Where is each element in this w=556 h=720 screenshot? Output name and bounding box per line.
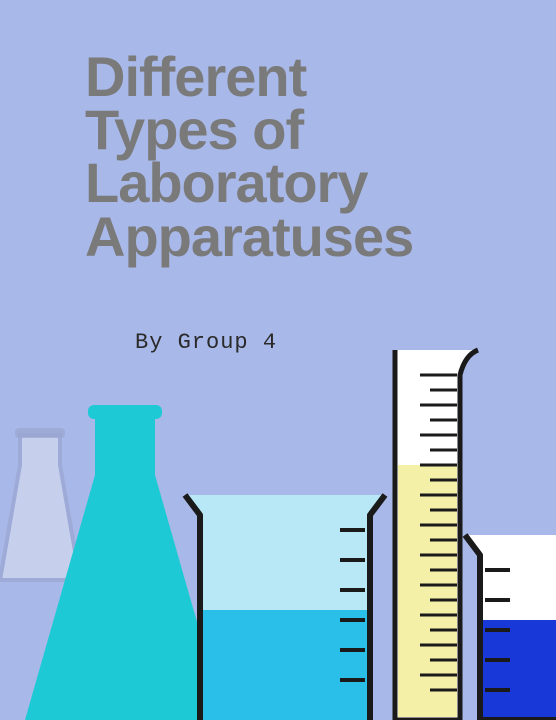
title-line-4: Apparatuses bbox=[85, 205, 413, 268]
cover-page: Different Types of Laboratory Apparatuse… bbox=[0, 0, 556, 720]
small-flask-icon bbox=[0, 428, 80, 580]
beaker-right-icon bbox=[465, 535, 556, 720]
page-title: Different Types of Laboratory Apparatuse… bbox=[85, 50, 413, 263]
beaker-middle-icon bbox=[185, 495, 385, 720]
lab-glassware-illustration bbox=[0, 320, 556, 720]
